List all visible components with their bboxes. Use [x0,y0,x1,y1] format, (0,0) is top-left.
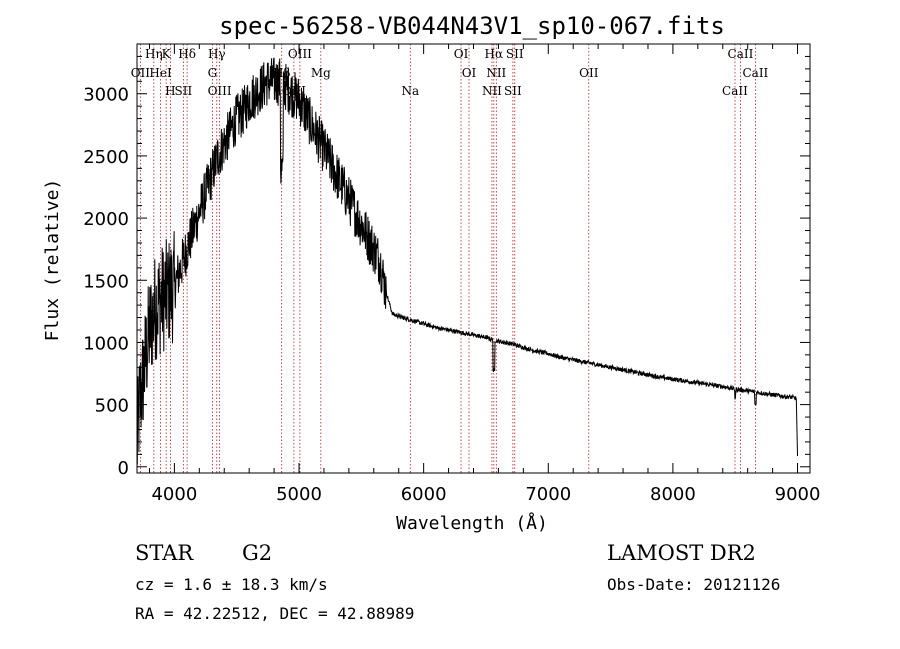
spectral-line-label-19: NII [486,66,506,80]
spectral-line-label-0: Hη [145,47,163,61]
spectral-line-label-13: Mg [311,66,331,80]
spectral-line-label-24: CaII [728,47,754,61]
spectral-line-label-3: K [162,47,172,61]
x-tick-label-0: 4000 [151,484,197,505]
spectral-line-label-20: SII [504,84,522,98]
x-tick-label-3: 7000 [525,484,571,505]
spectral-line-label-16: OI [462,66,477,80]
spectral-line-label-2: H [165,84,175,98]
spectral-line-label-22: OII [579,66,599,80]
x-tick-label-5: 9000 [775,484,821,505]
y-axis-ticks: 0 500 1000 1500 2000 2500 3000 [83,55,810,479]
spectral-line-label-9: Hγ [208,47,226,61]
x-axis-label: Wavelength (Å) [396,512,548,534]
spectral-line-label-4: HeI [149,66,172,80]
y-tick-label-1: 500 [95,396,129,417]
spectral-line-label-18: Hα [485,47,504,61]
spectrum-line [136,57,798,465]
y-tick-label-4: 2000 [83,209,129,230]
y-tick-label-5: 2500 [83,147,129,168]
object-subclass: G2 [242,541,272,565]
coordinates-readout: RA = 42.22512, DEC = 42.88989 [135,604,414,623]
spectral-line-label-23: CaII [722,84,748,98]
spectrum-series [136,57,798,465]
spectral-line-label-6: Hδ [178,47,196,61]
spectral-line-label-5: SII [175,84,193,98]
survey-name: LAMOST DR2 [607,541,756,565]
y-tick-label-6: 3000 [83,85,129,106]
spectral-line-label-21: SII [506,47,524,61]
y-tick-label-0: 0 [118,458,129,479]
x-tick-label-1: 5000 [276,484,322,505]
spectral-line-label-7: G [208,66,218,80]
x-tick-label-2: 6000 [401,484,447,505]
x-tick-label-4: 8000 [650,484,696,505]
y-tick-label-3: 1500 [83,271,129,292]
redshift-readout: cz = 1.6 ± 18.3 km/s [135,575,328,594]
observation-date: Obs-Date: 20121126 [607,575,780,594]
x-axis-ticks: 4000 5000 6000 7000 8000 9000 [148,44,821,505]
spectral-line-label-17: NII [482,84,502,98]
spectral-line-label-8: OIII [208,84,232,98]
object-class: STAR [135,541,194,565]
spectral-line-label-1: OII [131,66,151,80]
spectral-line-markers [139,44,756,473]
spectral-line-label-25: CaII [742,66,768,80]
y-tick-label-2: 1000 [83,333,129,354]
chart-title: spec-56258-VB044N43V1_sp10-067.fits [219,12,725,40]
spectral-line-label-14: Na [401,84,419,98]
spectral-line-labels: HηOIIHKHeISIIHδGOIIIHγHβOIIIOIIIMgNaOIOI… [131,47,769,98]
y-axis-label: Flux (relative) [42,179,63,342]
spectral-line-label-12: OIII [288,47,312,61]
spectral-line-label-15: OI [454,47,469,61]
